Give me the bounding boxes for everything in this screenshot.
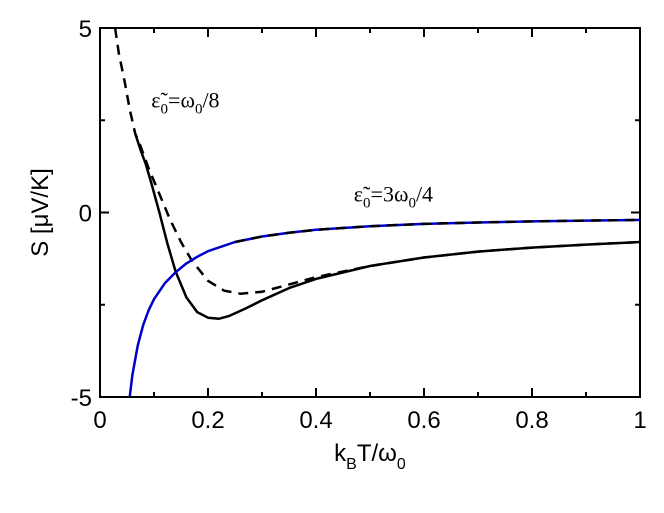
- x-tick-label: 1: [633, 407, 646, 434]
- series-line-4: [234, 218, 640, 244]
- x-axis-label-mid: T/ω: [357, 440, 397, 467]
- annotation-2: ε̃0=3ω0/4: [354, 181, 433, 211]
- x-tick-label: 0: [93, 407, 106, 434]
- x-axis-label-sub1: B: [346, 456, 357, 473]
- x-tick-label: 0.6: [407, 407, 440, 434]
- annotation-1: ε̃0=ω0/8: [151, 87, 219, 117]
- x-tick-label: 0.8: [515, 407, 548, 434]
- x-axis-label: kBT/ω0: [334, 440, 406, 473]
- y-tick-label: -5: [71, 385, 92, 412]
- tick-layer: 0 0.2 0.4 0.6 0.8 1-505: [71, 16, 647, 434]
- y-tick-label: 0: [79, 201, 92, 228]
- series-line-1: [113, 28, 640, 295]
- x-tick-label: 0.4: [299, 407, 332, 434]
- annotation-layer: ε̃0=ω0/8 ε̃0=3ω0/4: [151, 87, 433, 211]
- series-layer: [113, 28, 640, 397]
- x-axis-label-main: k: [334, 440, 347, 467]
- series-line-2: [133, 132, 640, 321]
- x-tick-label: 0.2: [191, 407, 224, 434]
- y-axis-label: S [μV/K]: [27, 168, 54, 257]
- x-axis-label-sub2: 0: [397, 456, 406, 473]
- y-tick-label: 5: [79, 16, 92, 43]
- plot-frame: [99, 27, 641, 398]
